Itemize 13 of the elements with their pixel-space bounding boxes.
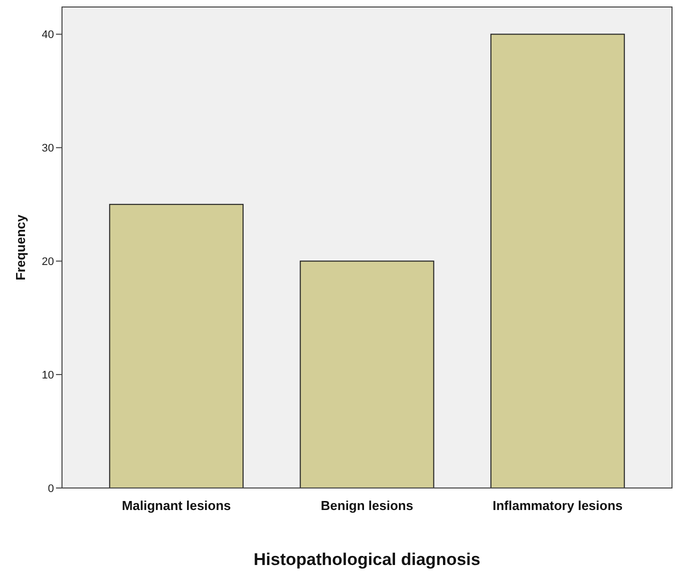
y-tick-label: 10 bbox=[42, 369, 54, 382]
y-tick-label: 20 bbox=[42, 256, 54, 268]
y-tick-label: 40 bbox=[42, 29, 54, 42]
x-axis-title: Histopathological diagnosis bbox=[254, 550, 480, 569]
y-tick-label: 30 bbox=[42, 142, 54, 155]
x-tick-label: Inflammatory lesions bbox=[492, 498, 623, 513]
bar bbox=[109, 204, 244, 488]
x-tick-label: Benign lesions bbox=[320, 498, 414, 513]
bar bbox=[300, 260, 434, 488]
x-tick-label: Malignant lesions bbox=[122, 498, 231, 513]
y-axis-title: Frequency bbox=[13, 214, 28, 280]
bar bbox=[490, 34, 625, 488]
y-tick-label: 0 bbox=[48, 482, 54, 495]
